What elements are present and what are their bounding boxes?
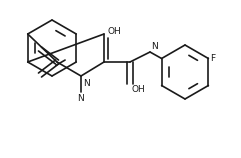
Text: OH: OH [132, 85, 146, 94]
Text: OH: OH [107, 27, 121, 36]
Text: F: F [210, 54, 215, 63]
Text: N: N [78, 94, 84, 103]
Text: N: N [83, 79, 90, 88]
Text: N: N [151, 42, 158, 51]
